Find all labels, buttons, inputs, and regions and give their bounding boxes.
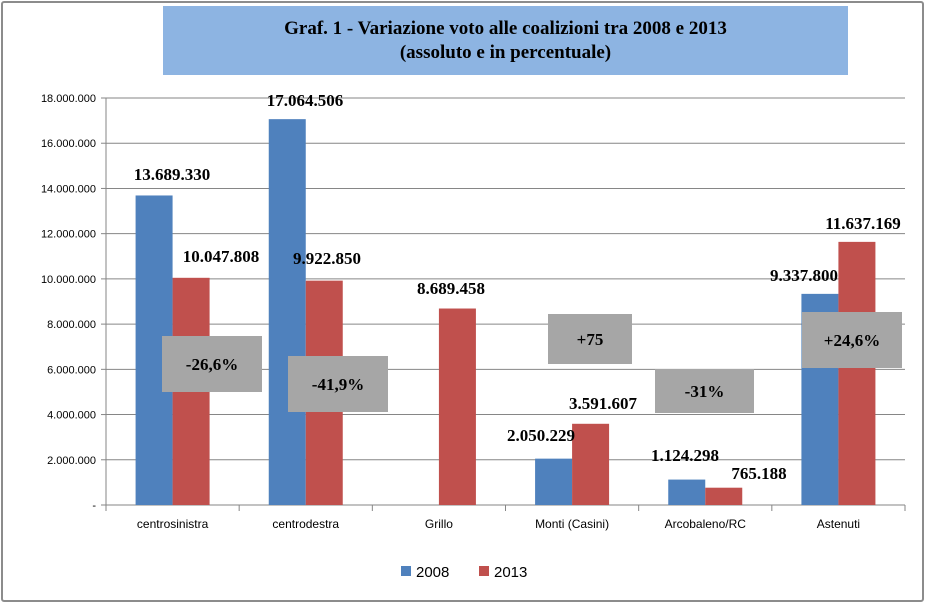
bar-2013 [705, 487, 743, 505]
chart-title: Graf. 1 - Variazione voto alle coalizion… [284, 17, 727, 39]
y-tick-label: 14.000.000 [41, 183, 96, 195]
bar-2008 [668, 479, 706, 505]
category-label: Arcobaleno/RC [665, 517, 747, 531]
legend-label: 2013 [494, 564, 527, 581]
annotation-box [162, 336, 262, 392]
y-tick-label: 4.000.000 [47, 410, 96, 422]
annotation-label: -26,6% [186, 355, 238, 374]
data-label-2008: 9.337.800 [770, 266, 838, 285]
legend-swatch-2013 [479, 566, 489, 576]
data-label-2008: 2.050.229 [507, 426, 575, 445]
annotation-box [802, 312, 902, 368]
y-tick-label: 10.000.000 [41, 274, 96, 286]
y-tick-label: 8.000.000 [47, 319, 96, 331]
y-tick-label: 18.000.000 [41, 93, 96, 105]
annotation-box [655, 369, 754, 413]
bar-2013 [572, 423, 610, 505]
annotation-box [288, 356, 388, 412]
y-tick-label: 16.000.000 [41, 138, 96, 150]
data-label-2013: 11.637.169 [825, 214, 901, 233]
bar-2013 [438, 308, 476, 505]
bar-2008 [535, 458, 573, 505]
category-label: centrodestra [272, 517, 339, 531]
data-label-2013: 765.188 [731, 464, 786, 483]
legend-label: 2008 [416, 564, 449, 581]
legend-swatch-2008 [401, 566, 411, 576]
category-label: Monti (Casini) [535, 517, 609, 531]
category-label: centrosinistra [137, 517, 209, 531]
data-label-2013: 10.047.808 [183, 247, 260, 266]
data-label-2008: 17.064.506 [267, 91, 344, 110]
y-tick-label: 6.000.000 [47, 364, 96, 376]
chart-title-box: Graf. 1 - Variazione voto alle coalizion… [163, 6, 848, 75]
category-label: Astenuti [817, 517, 860, 531]
category-label: Grillo [425, 517, 453, 531]
data-label-2008: 13.689.330 [134, 165, 211, 184]
annotation-box [548, 314, 632, 364]
bar-2008 [268, 119, 306, 505]
y-tick-label: - [92, 500, 96, 512]
bar-2013 [838, 241, 876, 506]
data-label-2013: 9.922.850 [293, 249, 361, 268]
annotation-label: -31% [685, 382, 725, 401]
annotation-label: +75 [577, 330, 604, 349]
data-label-2013: 8.689.458 [417, 279, 485, 298]
data-label-2008: 1.124.298 [651, 446, 719, 465]
annotation-label: -41,9% [312, 375, 364, 394]
annotation-label: +24,6% [824, 331, 880, 350]
y-tick-label: 2.000.000 [47, 455, 96, 467]
data-label-2013: 3.591.607 [569, 394, 638, 413]
chart-subtitle: (assoluto e in percentuale) [399, 41, 612, 63]
y-tick-label: 12.000.000 [41, 229, 96, 241]
